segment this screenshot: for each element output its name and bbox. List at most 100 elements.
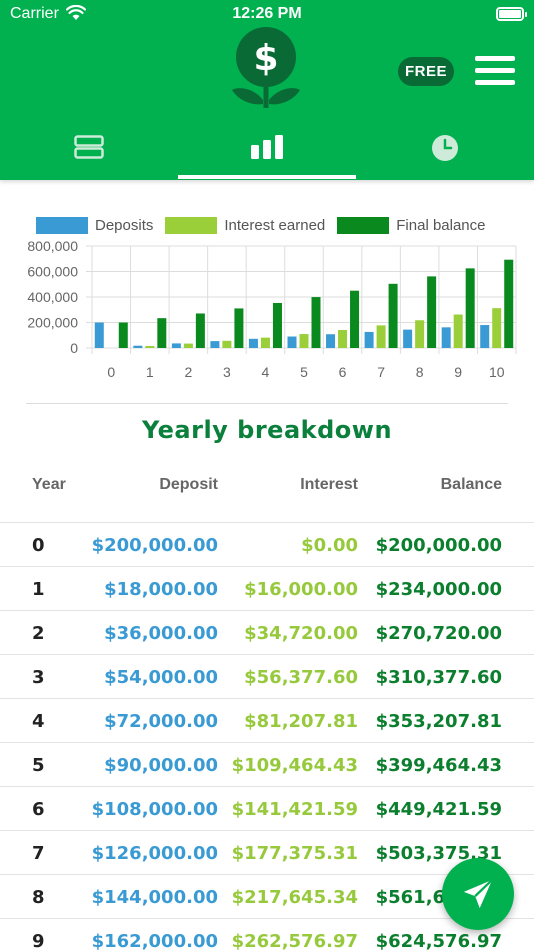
y-tick-label: 800,000 bbox=[27, 238, 78, 254]
cell-deposit: $144,000.00 bbox=[91, 887, 218, 908]
legend-label-balance: Final balance bbox=[396, 216, 486, 234]
bar-interest-earned bbox=[299, 334, 309, 348]
bar-interest-earned bbox=[183, 343, 193, 348]
table-row: 1 $18,000.00 $16,000.00 $234,000.00 bbox=[0, 566, 534, 610]
chart-legend: Deposits Interest earned Final balance bbox=[36, 215, 498, 235]
table-row: 0 $200,000.00 $0.00 $200,000.00 bbox=[0, 522, 534, 566]
cell-interest: $16,000.00 bbox=[244, 579, 358, 600]
legend-item-interest[interactable]: Interest earned bbox=[165, 216, 325, 234]
legend-item-balance[interactable]: Final balance bbox=[337, 216, 486, 234]
chart-plot: 800,000 600,000 400,000 200,000 0 0 1 2 3 4 5 6 7 8 9 1… bbox=[27, 238, 517, 380]
cell-balance: $234,000.00 bbox=[375, 579, 502, 600]
cell-year: 4 bbox=[32, 711, 45, 732]
bar-deposits bbox=[210, 341, 220, 348]
bar-final-balance bbox=[350, 290, 360, 348]
x-tick-label: 5 bbox=[300, 364, 308, 380]
tab-history[interactable] bbox=[356, 126, 534, 178]
cell-deposit: $90,000.00 bbox=[104, 755, 218, 776]
status-time: 12:26 PM bbox=[232, 5, 302, 22]
cell-interest: $81,207.81 bbox=[244, 711, 358, 732]
send-icon bbox=[463, 879, 493, 909]
bar-final-balance bbox=[465, 268, 475, 348]
cell-deposit: $200,000.00 bbox=[91, 535, 218, 556]
cell-year: 2 bbox=[32, 623, 45, 644]
table-header: Year Deposit Interest Balance bbox=[0, 476, 534, 498]
bar-chart-icon bbox=[251, 135, 283, 159]
cell-year: 0 bbox=[32, 535, 45, 556]
cell-balance: $200,000.00 bbox=[375, 535, 502, 556]
bar-interest-earned bbox=[222, 340, 232, 348]
cell-year: 7 bbox=[32, 843, 45, 864]
legend-swatch-deposits bbox=[36, 216, 88, 234]
list-icon bbox=[74, 135, 104, 159]
x-tick-label: 8 bbox=[416, 364, 424, 380]
cell-year: 3 bbox=[32, 667, 45, 688]
cell-deposit: $54,000.00 bbox=[104, 667, 218, 688]
bar-deposits bbox=[480, 325, 490, 348]
svg-text:$: $ bbox=[253, 38, 278, 79]
cell-deposit: $72,000.00 bbox=[104, 711, 218, 732]
share-button[interactable] bbox=[442, 858, 514, 930]
x-tick-label: 3 bbox=[223, 364, 231, 380]
money-plant-logo-icon: $ bbox=[232, 27, 300, 108]
cell-interest: $34,720.00 bbox=[244, 623, 358, 644]
legend-item-deposits[interactable]: Deposits bbox=[36, 216, 154, 234]
cell-balance: $399,464.43 bbox=[375, 755, 502, 776]
battery-icon bbox=[496, 7, 527, 21]
wifi-icon bbox=[66, 5, 86, 20]
header-deposit: Deposit bbox=[159, 476, 218, 493]
cell-balance: $270,720.00 bbox=[375, 623, 502, 644]
cell-interest: $217,645.34 bbox=[231, 887, 358, 908]
y-tick-label: 600,000 bbox=[27, 264, 78, 280]
cell-interest: $262,576.97 bbox=[231, 931, 358, 950]
cell-deposit: $36,000.00 bbox=[104, 623, 218, 644]
table-row: 9 $162,000.00 $262,576.97 $624,576.97 bbox=[0, 918, 534, 950]
legend-swatch-interest bbox=[165, 216, 218, 234]
x-tick-label: 1 bbox=[146, 364, 154, 380]
bar-interest-earned bbox=[415, 320, 425, 348]
active-tab-indicator bbox=[178, 175, 356, 179]
cell-balance: $624,576.97 bbox=[375, 931, 502, 950]
x-tick-label: 0 bbox=[107, 364, 115, 380]
breakdown-title: Yearly breakdown bbox=[141, 416, 393, 444]
x-tick-label: 6 bbox=[339, 364, 347, 380]
cell-interest: $56,377.60 bbox=[244, 667, 358, 688]
breakdown-table: 0 $200,000.00 $0.00 $200,000.00 1 $18,000.00… bbox=[0, 522, 534, 950]
x-tick-label: 2 bbox=[184, 364, 192, 380]
bar-final-balance bbox=[272, 302, 282, 348]
tab-inputs[interactable] bbox=[0, 126, 178, 178]
cell-balance: $353,207.81 bbox=[375, 711, 502, 732]
table-row: 6 $108,000.00 $141,421.59 $449,421.59 bbox=[0, 786, 534, 830]
tab-chart[interactable] bbox=[178, 126, 356, 178]
bar-final-balance bbox=[427, 276, 437, 348]
cell-interest: $109,464.43 bbox=[231, 755, 358, 776]
bar-final-balance bbox=[311, 297, 321, 348]
bar-final-balance bbox=[388, 283, 398, 348]
bar-interest-earned bbox=[453, 314, 463, 348]
table-row: 5 $90,000.00 $109,464.43 $399,464.43 bbox=[0, 742, 534, 786]
bar-final-balance bbox=[234, 308, 244, 348]
section-divider bbox=[26, 403, 508, 404]
cell-deposit: $18,000.00 bbox=[104, 579, 218, 600]
free-badge: FREE bbox=[398, 57, 454, 86]
y-tick-label: 400,000 bbox=[27, 289, 78, 305]
cell-balance: $449,421.59 bbox=[375, 799, 502, 820]
x-tick-label: 10 bbox=[489, 364, 505, 380]
hamburger-menu-icon[interactable] bbox=[475, 56, 515, 86]
bar-final-balance bbox=[118, 322, 128, 348]
header-balance: Balance bbox=[440, 476, 502, 493]
bar-deposits bbox=[364, 331, 374, 348]
bar-final-balance bbox=[195, 313, 205, 348]
y-tick-label: 0 bbox=[70, 340, 78, 356]
status-bar: Carrier 12:26 PM bbox=[0, 0, 534, 30]
cell-deposit: $126,000.00 bbox=[91, 843, 218, 864]
bar-deposits bbox=[403, 329, 413, 348]
bar-interest-earned bbox=[376, 325, 386, 348]
cell-deposit: $162,000.00 bbox=[91, 931, 218, 950]
bar-deposits bbox=[133, 345, 143, 348]
cell-year: 1 bbox=[32, 579, 45, 600]
legend-label-deposits: Deposits bbox=[95, 216, 154, 234]
cell-year: 6 bbox=[32, 799, 45, 820]
x-tick-label: 7 bbox=[377, 364, 385, 380]
table-row: 4 $72,000.00 $81,207.81 $353,207.81 bbox=[0, 698, 534, 742]
